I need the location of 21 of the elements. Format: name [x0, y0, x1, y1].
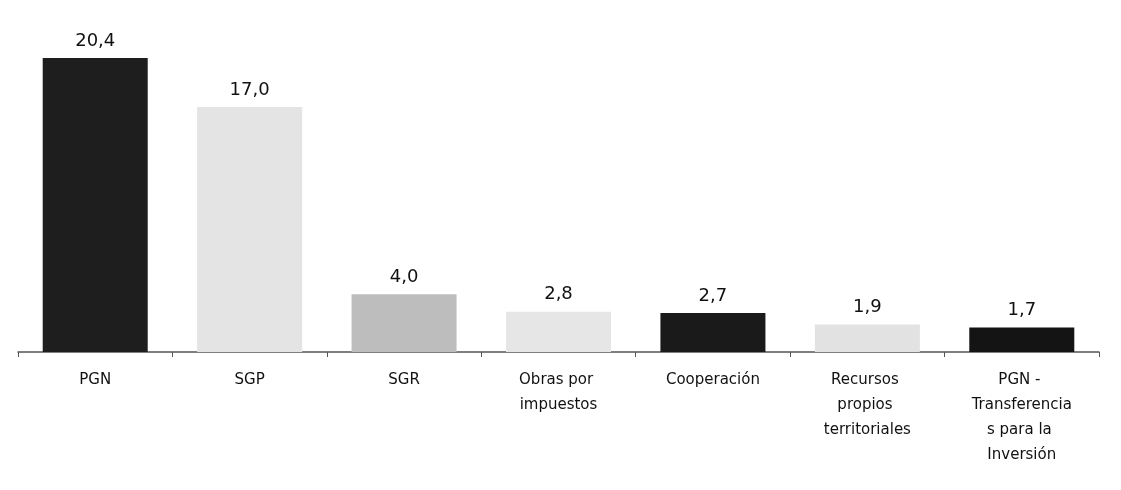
bar — [814, 324, 920, 352]
data-label: 4,0 — [389, 264, 419, 286]
x-tick-label: SGP — [234, 369, 265, 388]
x-tick-label: PGN - Transferencias para la Inversión — [970, 369, 1072, 463]
bar — [505, 311, 612, 352]
data-label: 1,7 — [1007, 298, 1037, 319]
x-tick-label: Obras por impuestos — [519, 369, 598, 413]
data-label: 2,8 — [544, 282, 573, 304]
data-label: 17,0 — [229, 77, 270, 99]
bar — [42, 58, 148, 352]
data-label: 20,4 — [75, 28, 116, 50]
bar — [351, 294, 457, 352]
bar — [660, 313, 766, 352]
x-tick-label: Recursos propios territoriales — [823, 369, 912, 438]
bar — [197, 107, 303, 352]
data-label: 2,7 — [698, 283, 728, 305]
data-label: 1,9 — [853, 295, 882, 317]
x-tick-label: SGR — [388, 369, 420, 388]
x-tick-label: Cooperación — [665, 369, 760, 388]
x-tick-label: PGN — [79, 369, 112, 388]
bar — [969, 327, 1075, 352]
